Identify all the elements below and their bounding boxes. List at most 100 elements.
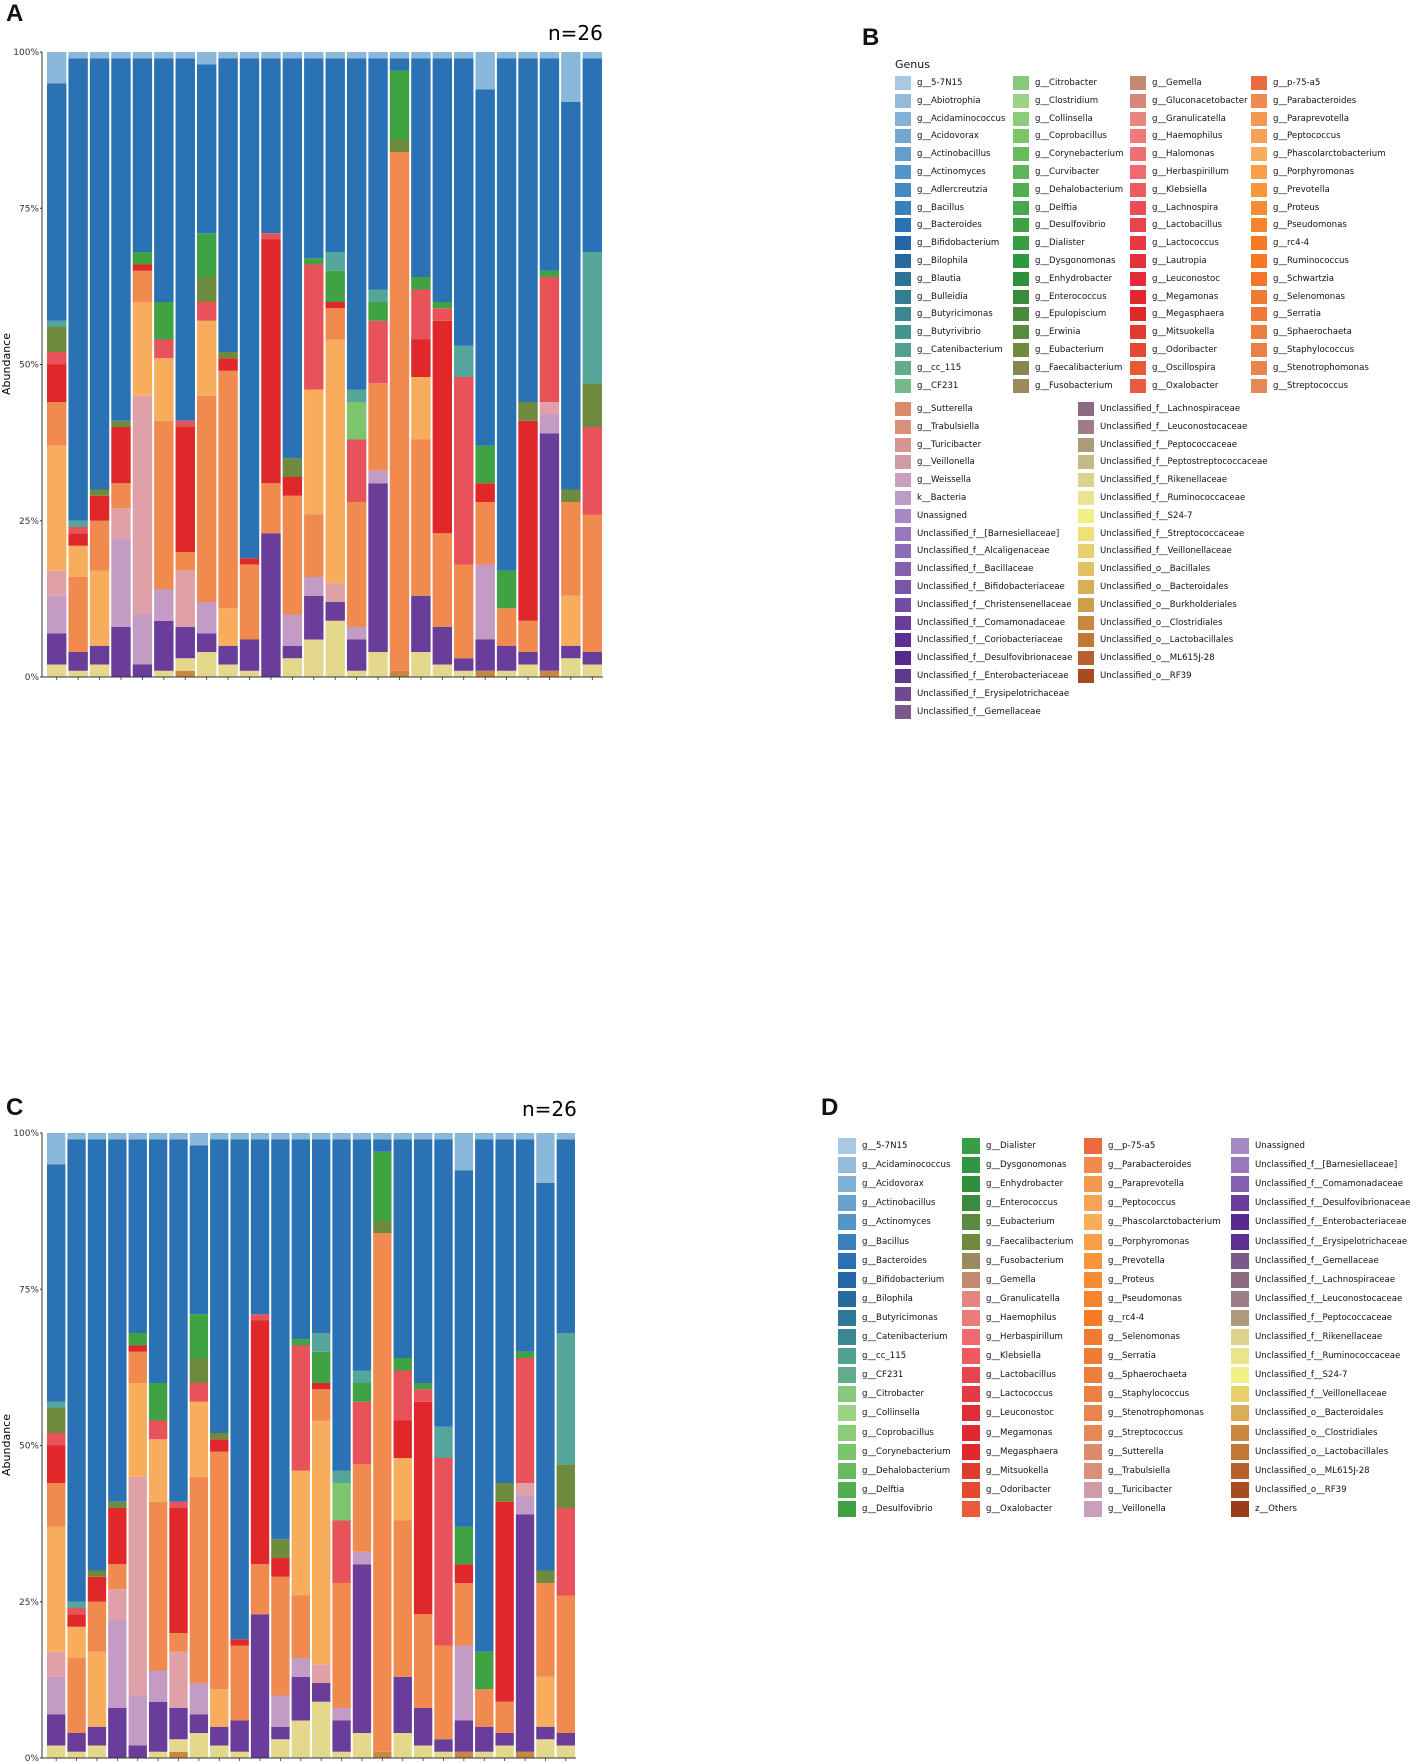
legend-b-label: g__Butyrivibrio: [917, 327, 981, 338]
chart-c-bar-2-segment-2: [67, 1733, 86, 1752]
legend-b-label: g__Trabulsiella: [917, 421, 980, 432]
legend-d-item: g__Bifidobacterium: [838, 1271, 944, 1288]
chart-c-bar-5-segment-2: [128, 1695, 147, 1746]
legend-b-label: Unclassified_f__Rikenellaceae: [1100, 475, 1228, 486]
legend-d-item: g__Coprobacillus: [838, 1424, 934, 1441]
legend-b-label: Unclassified_o__Burkholderiales: [1100, 599, 1237, 610]
chart-a-bar-14-segment-10: [325, 52, 345, 59]
legend-d-swatch: [1084, 1214, 1102, 1231]
chart-c-y-tick-label: 75%: [19, 1285, 39, 1295]
legend-b-label: Unclassified_o__Bacteroidales: [1100, 582, 1229, 592]
chart-a-bar-18-segment-2: [411, 595, 431, 652]
chart-a-bar-2-segment-1: [68, 670, 88, 677]
legend-b-swatch: [895, 236, 911, 251]
legend-d-label: g__Dehalobacterium: [862, 1465, 951, 1476]
legend-b-item: Unclassified_o__RF39: [1078, 669, 1192, 683]
chart-a-bar-10-segment-6: [239, 52, 260, 59]
legend-b-label: Unclassified_o__ML615J-28: [1100, 653, 1215, 664]
legend-d-label: g__Phascolarctobacterium: [1108, 1217, 1221, 1228]
chart-c-bar-26-segment-6: [556, 1333, 575, 1465]
chart-c-bar-18-segment-8: [393, 1139, 412, 1358]
legend-b-swatch: [1078, 562, 1094, 577]
chart-a-bar-11-segment-6: [261, 52, 281, 59]
legend-d-swatch: [962, 1252, 980, 1269]
legend-d-swatch: [1084, 1138, 1102, 1154]
legend-d-swatch: [1084, 1462, 1102, 1479]
legend-b-label: g__Veillonella: [917, 457, 975, 468]
chart-a-bar-10-segment-1: [239, 670, 260, 677]
legend-b-label: Unclassified_f__Peptococcaceae: [1100, 439, 1238, 450]
chart-c-bar-15-segment-2: [332, 1720, 351, 1752]
legend-d-swatch: [962, 1405, 980, 1422]
legend-b-label: g__Lachnospira: [1152, 202, 1219, 213]
legend-b-swatch: [1130, 378, 1146, 393]
chart-c-bar-19-segment-2: [413, 1708, 433, 1746]
legend-b-label: g__Sutterella: [917, 404, 973, 414]
chart-a-bar-6-segment-4: [154, 420, 174, 590]
chart-c-bar-2-segment-1: [67, 1751, 86, 1758]
chart-a-bar-5-segment-7: [132, 252, 153, 265]
chart-c-bar-10-segment-4: [230, 1639, 249, 1646]
legend-d-item: g__Veillonella: [1084, 1500, 1166, 1517]
chart-a-y-tick-label: 75%: [19, 204, 39, 214]
legend-b-swatch: [1078, 544, 1094, 559]
legend-b-swatch: [1251, 343, 1267, 357]
legend-d-item: g__Eubacterium: [962, 1214, 1055, 1231]
legend-d-label: g__Faecalibacterium: [986, 1236, 1074, 1247]
legend-b-item: Unclassified_o__Clostridiales: [1078, 615, 1222, 630]
legend-b-swatch: [1251, 236, 1267, 251]
chart-a-bar-8-segment-5: [196, 320, 217, 396]
chart-c-bar-6-segment-4: [148, 1501, 168, 1671]
chart-c-bar-13-segment-2: [291, 1676, 310, 1721]
chart-c-bar-23-segment-5: [495, 1483, 514, 1502]
chart-a-bar-13-segment-4: [304, 514, 324, 577]
chart-c-bars: [47, 1133, 575, 1758]
legend-d-item: g__Fusobacterium: [962, 1252, 1064, 1269]
legend-b-item: g__Actinobacillus: [895, 147, 991, 162]
chart-a-bar-7-segment-7: [175, 420, 195, 427]
legend-d-label: g__p-75-a5: [1108, 1141, 1156, 1151]
legend-b-item: g__Veillonella: [895, 455, 975, 470]
chart-a-bar-4-segment-6: [111, 420, 131, 427]
legend-b-swatch: [1013, 271, 1029, 286]
legend-b-label: g__Dehalobacterium: [1035, 184, 1124, 195]
legend-b-swatch: [1130, 182, 1146, 197]
legend-b-swatch: [895, 343, 911, 357]
chart-c-bar-20-segment-6: [434, 1139, 453, 1427]
chart-c-bar-25-segment-2: [536, 1726, 555, 1740]
chart-c-bar-3-segment-2: [87, 1726, 107, 1746]
legend-b-label: g__Odoribacter: [1152, 345, 1218, 355]
chart-c-bar-20-segment-4: [434, 1458, 453, 1646]
chart-a-bar-1-segment-2: [47, 633, 67, 665]
chart-c-bar-16-segment-3: [352, 1551, 372, 1565]
chart-c-bar-2-segment-7: [67, 1601, 86, 1608]
legend-d-swatch: [962, 1481, 980, 1498]
legend-b-label: g__Sphaerochaeta: [1273, 327, 1352, 338]
chart-a-bar-21-segment-3: [475, 564, 495, 640]
chart-a-bar-15-segment-2: [346, 639, 367, 671]
chart-a-bar-1-segment-6: [47, 402, 67, 446]
chart-a-bar-15-segment-5: [346, 439, 367, 502]
legend-b-item: g__Trabulsiella: [895, 419, 980, 434]
chart-c-bar-21-segment-2: [454, 1720, 474, 1752]
chart-a-bar-1-segment-9: [47, 327, 67, 352]
chart-c-bar-26-segment-8: [556, 1133, 575, 1140]
legend-b-item: g__Stenotrophomonas: [1251, 360, 1369, 375]
chart-a-bar-15-segment-3: [346, 627, 367, 640]
legend-b-label: Unclassified_f__Gemellaceae: [917, 706, 1041, 717]
legend-d-label: g__Enhydrobacter: [986, 1179, 1064, 1190]
chart-c-bar-1-segment-7: [47, 1445, 66, 1483]
chart-a-bar-15-segment-6: [346, 402, 367, 440]
legend-d-label: Unclassified_f__Leuconostocaceae: [1255, 1293, 1403, 1304]
legend-d-label: g__Megamonas: [986, 1427, 1053, 1438]
chart-c-bar-11-segment-1: [250, 1614, 270, 1758]
legend-d-label: g__Fusobacterium: [986, 1255, 1064, 1266]
chart-a-bar-8-segment-4: [196, 395, 217, 602]
chart-c-bar-1-segment-9: [47, 1408, 66, 1433]
legend-b-swatch: [895, 378, 911, 393]
legend-d-item: Unclassified_f__Desulfovibrionaceae: [1231, 1195, 1410, 1212]
chart-a-bar-6-segment-5: [154, 358, 174, 421]
chart-c-bar-17-segment-2: [373, 1233, 392, 1752]
legend-b-item: g__Granulicatella: [1130, 111, 1226, 126]
legend-b-label: g__rc4-4: [1273, 238, 1310, 249]
